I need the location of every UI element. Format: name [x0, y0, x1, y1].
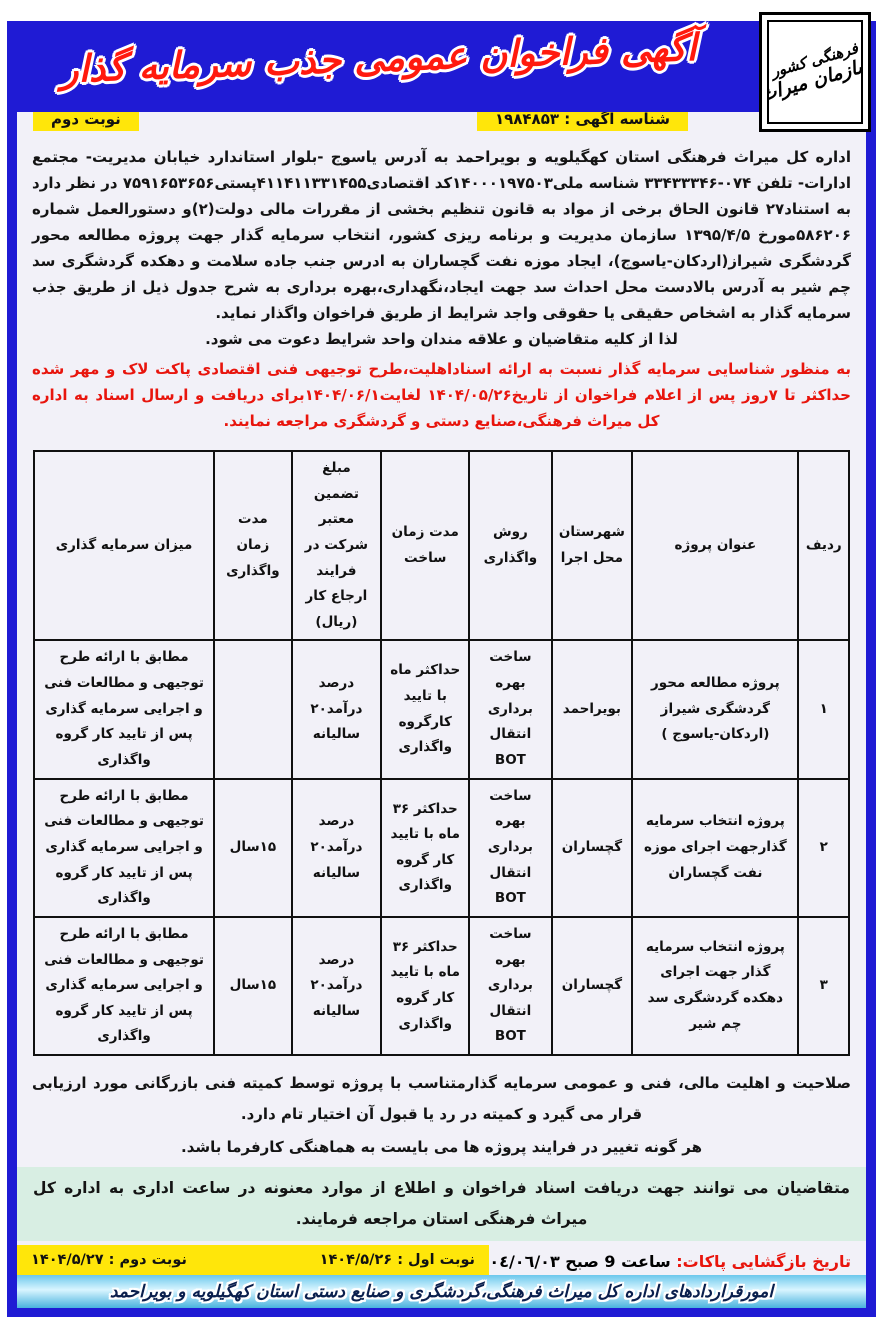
- col-header-project-title: عنوان پروژه: [631, 449, 800, 642]
- col-header-investment: میزان سرمایه گذاری: [32, 449, 216, 642]
- col-header-method: روش واگذاری: [468, 449, 553, 642]
- footer-org-text: امورقراردادهای اداره کل میراث فرهنگی،گرد…: [109, 1281, 774, 1302]
- second-round-date: نوبت دوم : ۱۴۰۴/۵/۲۷: [31, 1252, 187, 1268]
- ad-id-badge: شناسه آگهی : ۱۹۸۴۸۵۳: [476, 112, 688, 131]
- org-logo: فرهنگی کشور سازمان میراث: [759, 12, 871, 132]
- cell-project-title: پروژه انتخاب سرمایه گذارجهت اجرای موزه ن…: [631, 777, 800, 918]
- visit-info-highlight: متقاضیان می توانند جهت دریافت اسناد فراخ…: [17, 1167, 866, 1242]
- cell-guarantee: درصد درآمد۲۰ سالیانه: [290, 915, 383, 1057]
- cell-investment: مطابق با ارائه طرح توجیهی و مطالعات فنی …: [32, 639, 216, 780]
- cell-method: ساخت بهره برداری انتقال BOT: [468, 639, 553, 780]
- eligibility-paragraph: صلاحیت و اهلیت مالی، فنی و عمومی سرمایه …: [32, 1074, 851, 1124]
- col-header-row-no: ردیف: [797, 449, 850, 642]
- cell-county: بویراحمد: [550, 639, 634, 780]
- cell-row-no: ۳: [797, 915, 850, 1057]
- cell-guarantee: درصد درآمد۲۰ سالیانه: [290, 639, 383, 780]
- footer-org-bar: امورقراردادهای اداره کل میراث فرهنگی،گرد…: [17, 1275, 866, 1308]
- cell-build-duration: حداکثر ۳۶ ماه با تایید کار گروه واگذاری: [380, 915, 471, 1057]
- envelope-opening-line: تاریخ بازگشایی پاکات: ساعت 9 صبح ١٤٠٤/٠٦…: [32, 1247, 851, 1277]
- col-header-county: شهرستان محل اجرا: [550, 449, 634, 642]
- cell-investment: مطابق با ارائه طرح توجیهی و مطالعات فنی …: [32, 915, 216, 1057]
- cell-row-no: ۲: [797, 777, 850, 918]
- cell-transfer-duration: [213, 639, 293, 780]
- cell-build-duration: حداکثر ۳۶ ماه با تایید کار گروه واگذاری: [380, 777, 471, 918]
- table-row: ۲ پروژه انتخاب سرمایه گذارجهت اجرای موزه…: [32, 777, 850, 918]
- cell-county: گچساران: [550, 777, 634, 918]
- org-logo-inner: فرهنگی کشور سازمان میراث: [767, 20, 863, 124]
- table-row: ۳ پروژه انتخاب سرمایه گذار جهت اجرای دهک…: [32, 915, 850, 1057]
- col-header-build-duration: مدت زمان ساخت: [380, 449, 471, 642]
- cell-transfer-duration: ۱۵سال: [213, 915, 293, 1057]
- cell-investment: مطابق با ارائه طرح توجیهی و مطالعات فنی …: [32, 777, 216, 918]
- publication-dates-bar: نوبت اول : ۱۴۰۴/۵/۲۶ نوبت دوم : ۱۴۰۴/۵/۲…: [17, 1245, 489, 1275]
- table-header-row: ردیف عنوان پروژه شهرستان محل اجرا روش وا…: [32, 449, 850, 642]
- cell-project-title: پروژه مطالعه محور گردشگری شیراز (اردکان-…: [631, 639, 800, 780]
- cell-method: ساخت بهره برداری انتقال BOT: [468, 777, 553, 918]
- cell-method: ساخت بهره برداری انتقال BOT: [468, 915, 553, 1057]
- invitation-line: لذا از کلیه متقاضیان و علاقه مندان واحد …: [205, 330, 678, 348]
- cell-county: گچساران: [550, 915, 634, 1057]
- cell-guarantee: درصد درآمد۲۰ سالیانه: [290, 777, 383, 918]
- cell-row-no: ۱: [797, 639, 850, 780]
- opening-date-value: ساعت 9 صبح ١٤٠٤/٠٦/٠٣: [469, 1252, 677, 1272]
- first-round-date: نوبت اول : ۱۴۰۴/۵/۲۶: [319, 1252, 475, 1268]
- col-header-transfer-duration: مدت زمان واگذاری: [213, 449, 293, 642]
- edition-badge: نوبت دوم: [33, 112, 139, 131]
- table-row: ۱ پروژه مطالعه محور گردشگری شیراز (اردکا…: [32, 639, 850, 780]
- page-title: آگهی فراخوان عمومی جذب سرمایه گذار: [59, 25, 698, 92]
- cell-build-duration: حداکثر ماه با تایید کارگروه واگذاری: [380, 639, 471, 780]
- col-header-guarantee: مبلغ تضمین معتبر شرکت در فرایند ارجاع کا…: [290, 449, 383, 642]
- blue-frame: آگهی فراخوان عمومی جذب سرمایه گذار نوبت …: [7, 21, 876, 1317]
- red-notice-paragraph: به منظور شناسایی سرمایه گذار نسبت به ارا…: [32, 360, 851, 430]
- cell-transfer-duration: ۱۵سال: [213, 777, 293, 918]
- intro-paragraph: اداره کل میراث فرهنگی استان کهگیلویه و ب…: [32, 148, 852, 322]
- opening-date-label: تاریخ بازگشایی پاکات:: [676, 1252, 851, 1272]
- content-area: نوبت دوم شناسه آگهی : ۱۹۸۴۸۵۳ AriaTender…: [17, 112, 866, 1308]
- projects-table: ردیف عنوان پروژه شهرستان محل اجرا روش وا…: [32, 449, 850, 1057]
- cell-project-title: پروژه انتخاب سرمایه گذار جهت اجرای دهکده…: [631, 915, 800, 1057]
- change-process-line: هر گونه تغییر در فرایند پروژه ها می بایس…: [181, 1138, 702, 1157]
